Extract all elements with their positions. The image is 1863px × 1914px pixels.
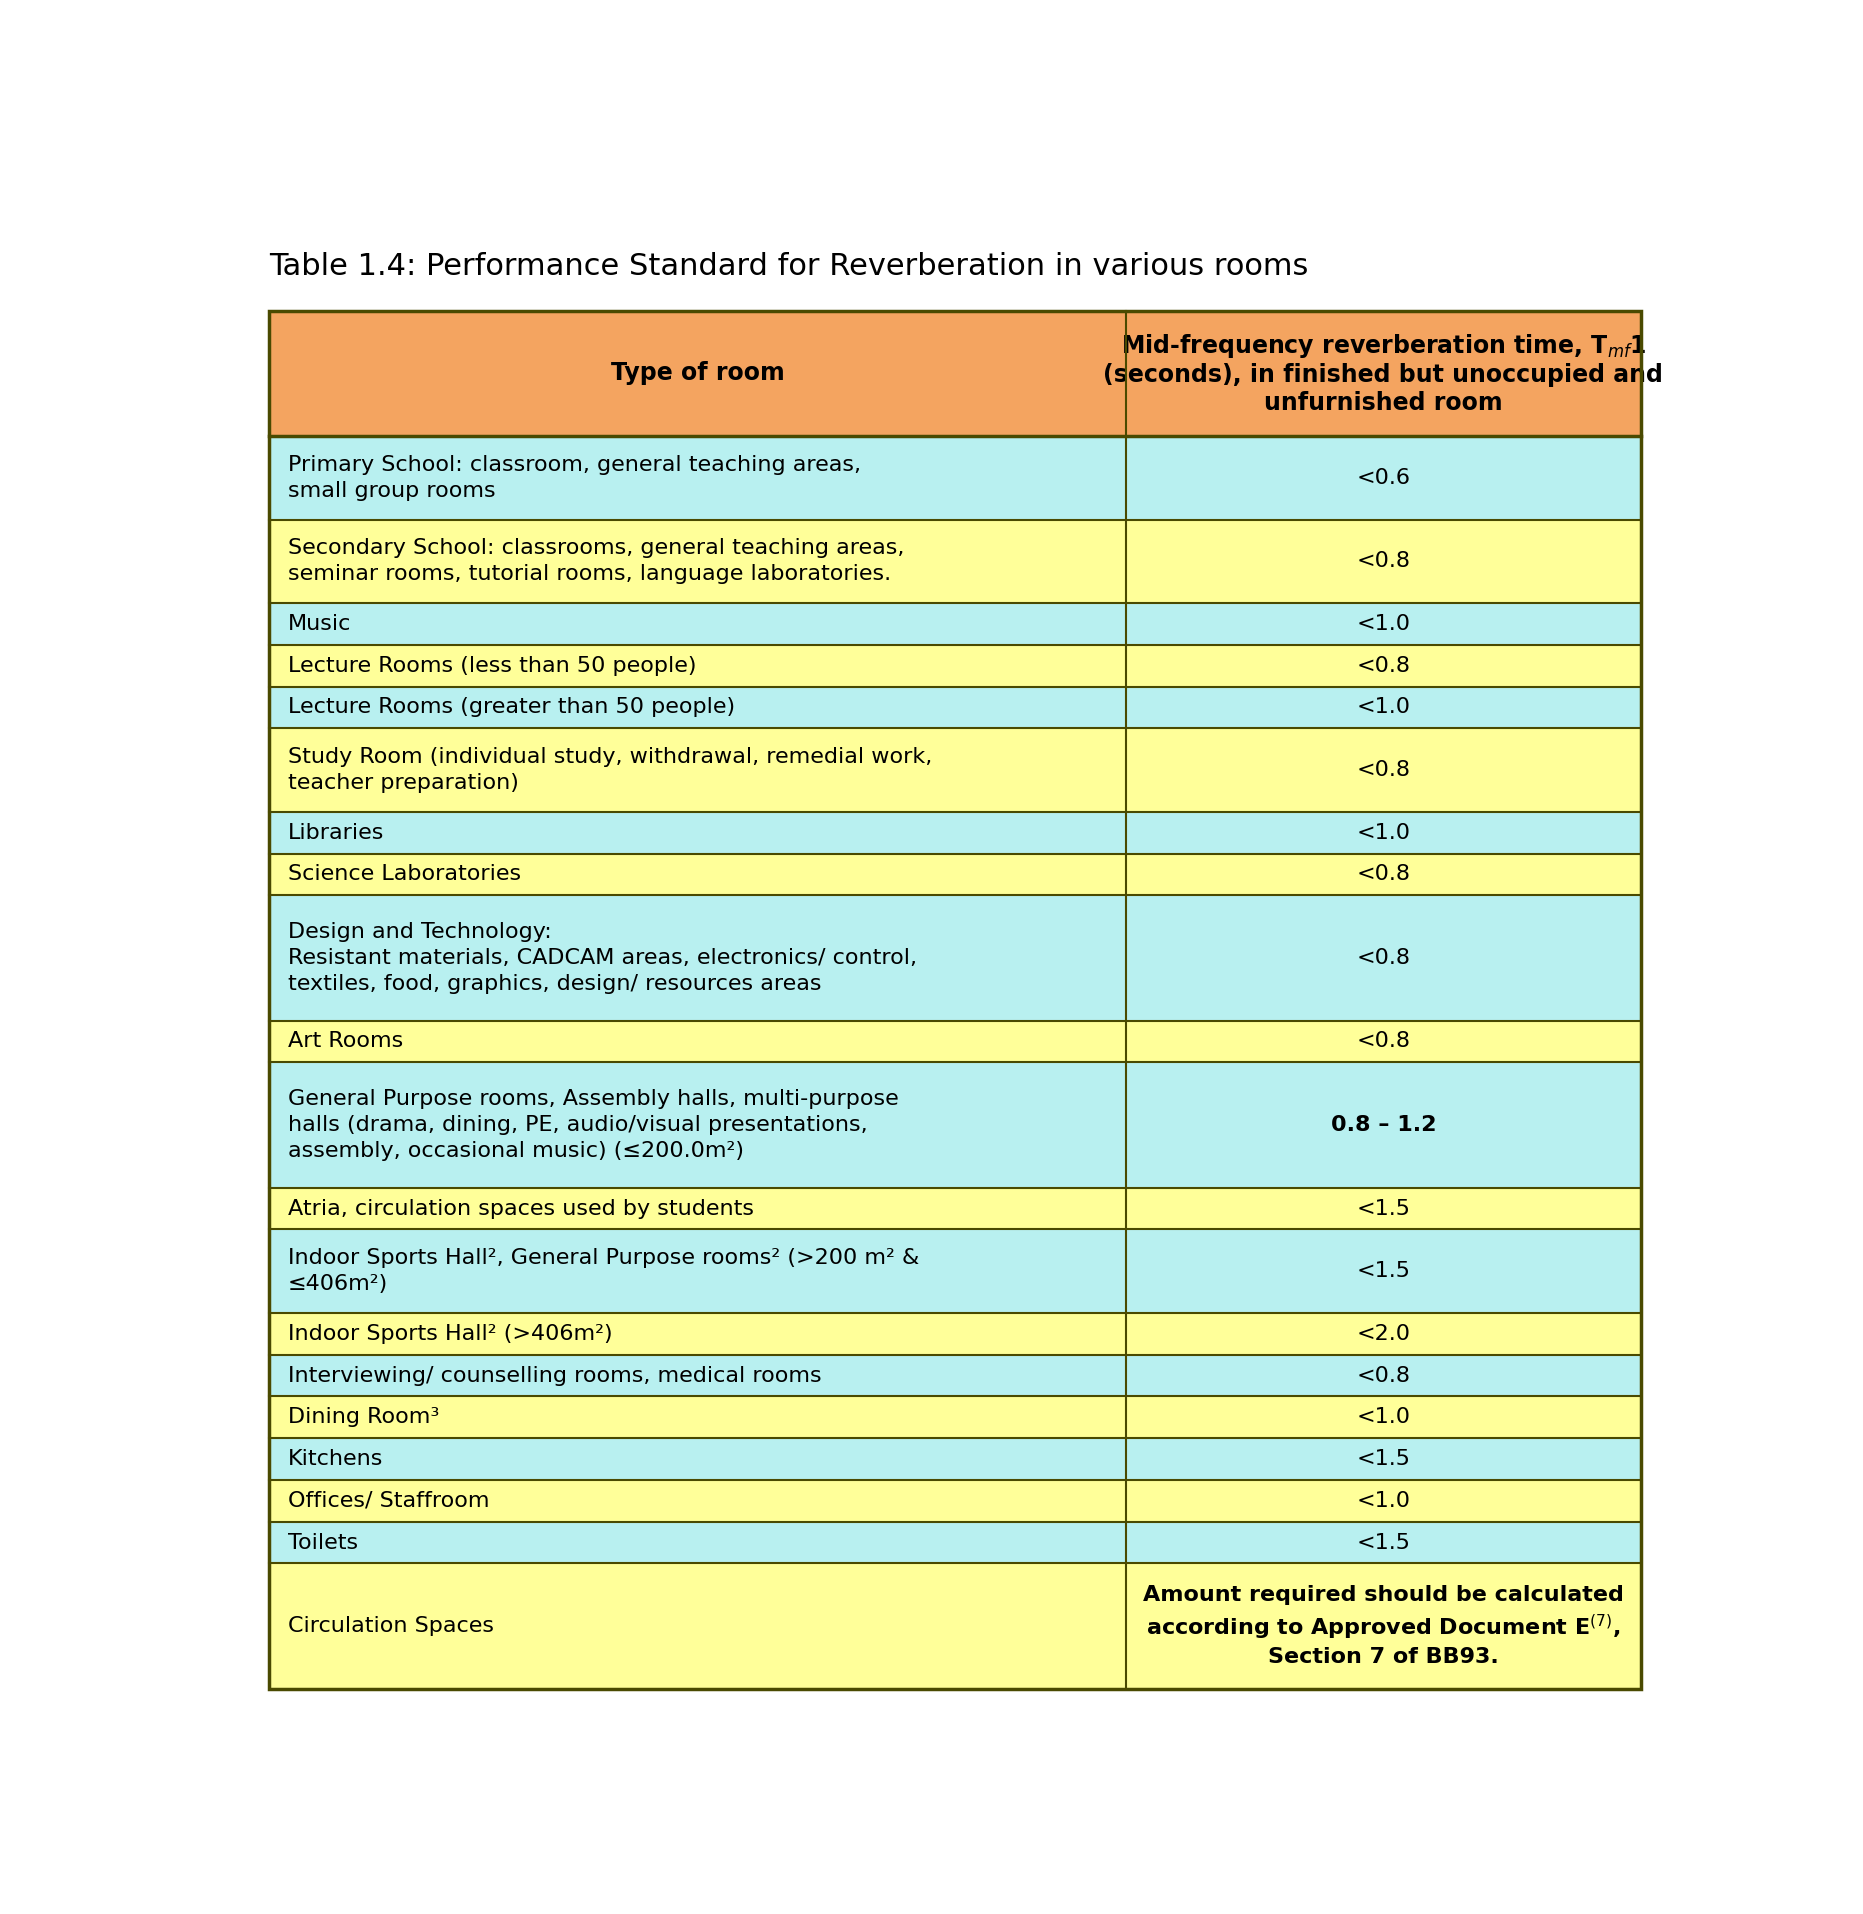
Bar [268, 812, 1127, 854]
Bar [268, 1062, 1127, 1187]
Bar [268, 854, 1127, 896]
Bar [268, 603, 1127, 645]
Bar [1127, 1437, 1641, 1480]
Bar [1127, 1062, 1641, 1187]
Text: <0.8: <0.8 [1356, 760, 1410, 781]
Bar [268, 1313, 1127, 1355]
Text: Lecture Rooms (less than 50 people): Lecture Rooms (less than 50 people) [287, 657, 697, 676]
Text: Lecture Rooms (greater than 50 people): Lecture Rooms (greater than 50 people) [287, 697, 734, 718]
Bar [1127, 310, 1641, 436]
Text: Music: Music [287, 614, 350, 634]
Bar [268, 896, 1127, 1020]
Text: Atria, circulation spaces used by students: Atria, circulation spaces used by studen… [287, 1198, 755, 1219]
Bar [1127, 1313, 1641, 1355]
Text: <1.5: <1.5 [1356, 1198, 1410, 1219]
Text: Art Rooms: Art Rooms [287, 1032, 402, 1051]
Text: Amount required should be calculated
according to Approved Document E$^{(7)}$,
S: Amount required should be calculated acc… [1144, 1585, 1625, 1667]
Bar [268, 1437, 1127, 1480]
Text: <1.5: <1.5 [1356, 1261, 1410, 1280]
Bar [1127, 436, 1641, 519]
Text: Design and Technology:
Resistant materials, CADCAM areas, electronics/ control,
: Design and Technology: Resistant materia… [287, 923, 917, 993]
Bar [268, 519, 1127, 603]
Text: Mid-frequency reverberation time, T$_{mf}$1
(seconds), in finished but unoccupie: Mid-frequency reverberation time, T$_{mf… [1103, 331, 1664, 415]
Text: 0.8 – 1.2: 0.8 – 1.2 [1330, 1116, 1436, 1135]
Bar [268, 687, 1127, 729]
Text: Toilets: Toilets [287, 1533, 358, 1552]
Text: <1.0: <1.0 [1356, 1491, 1410, 1510]
Bar [1127, 729, 1641, 812]
Text: <0.8: <0.8 [1356, 1032, 1410, 1051]
Text: <0.8: <0.8 [1356, 1365, 1410, 1386]
Text: Primary School: classroom, general teaching areas,
small group rooms: Primary School: classroom, general teach… [287, 456, 861, 501]
Text: Type of room: Type of room [611, 362, 784, 385]
Bar [1127, 1564, 1641, 1688]
Text: <1.5: <1.5 [1356, 1449, 1410, 1470]
Bar [268, 729, 1127, 812]
Bar [1127, 645, 1641, 687]
Bar [268, 436, 1127, 519]
Bar [268, 1355, 1127, 1397]
Text: <0.6: <0.6 [1356, 467, 1410, 488]
Bar [268, 1397, 1127, 1437]
Bar [1127, 1187, 1641, 1229]
Bar [1127, 812, 1641, 854]
Text: <1.0: <1.0 [1356, 823, 1410, 842]
Text: Secondary School: classrooms, general teaching areas,
seminar rooms, tutorial ro: Secondary School: classrooms, general te… [287, 538, 904, 584]
Text: Indoor Sports Hall², General Purpose rooms² (>200 m² &
≤406m²): Indoor Sports Hall², General Purpose roo… [287, 1248, 918, 1294]
Text: General Purpose rooms, Assembly halls, multi-purpose
halls (drama, dining, PE, a: General Purpose rooms, Assembly halls, m… [287, 1089, 898, 1160]
Text: <2.0: <2.0 [1356, 1324, 1410, 1344]
Text: <1.0: <1.0 [1356, 1407, 1410, 1428]
Text: Circulation Spaces: Circulation Spaces [287, 1615, 494, 1636]
Text: Kitchens: Kitchens [287, 1449, 384, 1470]
Text: <0.8: <0.8 [1356, 865, 1410, 884]
Bar [1127, 1480, 1641, 1522]
Text: Dining Room³: Dining Room³ [287, 1407, 440, 1428]
Bar [268, 1020, 1127, 1062]
Bar [268, 645, 1127, 687]
Bar [268, 1522, 1127, 1564]
Text: Libraries: Libraries [287, 823, 384, 842]
Bar [1127, 1020, 1641, 1062]
Text: Study Room (individual study, withdrawal, remedial work,
teacher preparation): Study Room (individual study, withdrawal… [287, 746, 932, 792]
Text: <0.8: <0.8 [1356, 551, 1410, 570]
Text: Offices/ Staffroom: Offices/ Staffroom [287, 1491, 490, 1510]
Bar [268, 1229, 1127, 1313]
Bar [1127, 687, 1641, 729]
Bar [1127, 1397, 1641, 1437]
Bar [1127, 854, 1641, 896]
Bar [1127, 519, 1641, 603]
Text: <0.8: <0.8 [1356, 657, 1410, 676]
Bar [1127, 603, 1641, 645]
Text: Interviewing/ counselling rooms, medical rooms: Interviewing/ counselling rooms, medical… [287, 1365, 822, 1386]
Text: <1.0: <1.0 [1356, 614, 1410, 634]
Bar [268, 1480, 1127, 1522]
Bar [268, 1187, 1127, 1229]
Text: <1.0: <1.0 [1356, 697, 1410, 718]
Bar [1127, 1355, 1641, 1397]
Text: <0.8: <0.8 [1356, 947, 1410, 968]
Bar [268, 1564, 1127, 1688]
Bar [1127, 896, 1641, 1020]
Text: Science Laboratories: Science Laboratories [287, 865, 522, 884]
Bar [268, 310, 1127, 436]
Text: Table 1.4: Performance Standard for Reverberation in various rooms: Table 1.4: Performance Standard for Reve… [268, 253, 1308, 281]
Bar [1127, 1522, 1641, 1564]
Text: <1.5: <1.5 [1356, 1533, 1410, 1552]
Bar [1127, 1229, 1641, 1313]
Text: Indoor Sports Hall² (>406m²): Indoor Sports Hall² (>406m²) [287, 1324, 613, 1344]
